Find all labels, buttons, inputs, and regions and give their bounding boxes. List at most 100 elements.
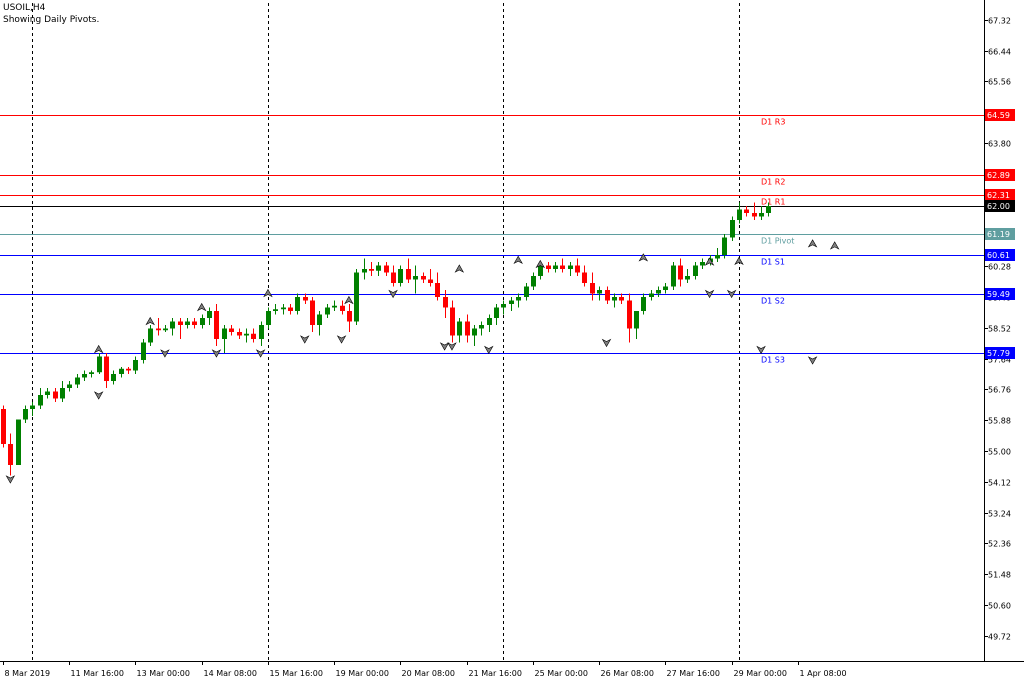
candle-body xyxy=(693,265,698,276)
candle-body xyxy=(185,321,190,325)
candle-body xyxy=(619,297,624,301)
candle-body xyxy=(435,283,440,297)
pivot-label: D1 R1 xyxy=(761,198,785,207)
fractal-up-arrow xyxy=(807,239,818,248)
x-tick-label: 1 Apr 08:00 xyxy=(800,669,847,678)
axes xyxy=(0,0,1024,662)
x-tick-label: 19 Mar 00:00 xyxy=(336,669,389,678)
candle-body xyxy=(700,262,705,266)
day-separators xyxy=(32,3,740,661)
candle-body xyxy=(634,311,639,329)
fractal-markers xyxy=(5,239,840,484)
price-tag-label: 60.61 xyxy=(987,251,1010,260)
candle-body xyxy=(104,356,109,381)
price-tag-label: 62.89 xyxy=(987,171,1010,180)
candle-body xyxy=(303,297,308,301)
candle-body xyxy=(192,321,197,325)
price-tag-box xyxy=(985,288,1015,300)
candle-body xyxy=(722,237,727,255)
price-tag-box xyxy=(985,109,1015,121)
candle-body xyxy=(663,286,668,290)
candle-body xyxy=(730,220,735,238)
candle-body xyxy=(222,328,227,339)
candle-body xyxy=(428,279,433,283)
x-tick-label: 21 Mar 16:00 xyxy=(469,669,522,678)
candle-body xyxy=(237,332,242,336)
y-tick-label: 52.36 xyxy=(988,540,1011,549)
fractal-down-arrow xyxy=(160,349,170,358)
candle-body xyxy=(126,368,131,371)
candle-body xyxy=(641,297,646,311)
fractal-down-arrow xyxy=(601,338,612,348)
candle-body xyxy=(23,409,28,420)
fractal-down-arrow xyxy=(704,289,715,299)
y-tick-label: 63.80 xyxy=(988,140,1011,149)
candle-body xyxy=(82,374,87,378)
x-tick-label: 14 Mar 08:00 xyxy=(204,669,257,678)
y-tick-label: 50.60 xyxy=(988,602,1011,611)
y-tick-label: 55.88 xyxy=(988,417,1011,426)
fractal-up-arrow xyxy=(513,255,523,264)
pivot-label: D1 Pivot xyxy=(761,237,794,246)
candle-body xyxy=(737,209,742,220)
y-tick-label: 51.48 xyxy=(988,571,1011,580)
candle-body xyxy=(251,333,256,339)
y-tick-label: 55.00 xyxy=(988,448,1011,457)
x-tick-label: 27 Mar 16:00 xyxy=(667,669,720,678)
fractal-down-arrow xyxy=(5,475,16,484)
candle-body xyxy=(376,265,381,271)
candles xyxy=(1,202,771,476)
x-tick-label: 29 Mar 00:00 xyxy=(734,669,787,678)
fractal-up-arrow xyxy=(196,302,207,312)
price-tag-box xyxy=(985,347,1015,359)
candle-body xyxy=(413,276,418,280)
y-tick-label: 57.64 xyxy=(988,356,1011,365)
candle-body xyxy=(156,328,161,331)
candle-body xyxy=(752,213,757,217)
candle-body xyxy=(450,307,455,336)
symbol-label: USOIL,H4 xyxy=(3,3,46,13)
candle-body xyxy=(141,342,146,360)
y-tick-label: 66.44 xyxy=(988,48,1011,57)
candle-body xyxy=(759,213,764,217)
price-tag-label: 61.19 xyxy=(987,230,1010,239)
fractal-down-arrow xyxy=(211,349,222,358)
fractal-up-arrow xyxy=(535,259,546,269)
candle-body xyxy=(627,300,632,329)
candle-body xyxy=(347,311,352,322)
x-tick-label: 8 Mar 2019 xyxy=(5,669,51,678)
candle-body xyxy=(60,388,65,399)
candle-body xyxy=(568,265,573,269)
candle-body xyxy=(443,297,448,308)
fractal-down-arrow xyxy=(484,345,494,355)
candle-body xyxy=(214,311,219,339)
candle-body xyxy=(560,265,565,269)
candle-body xyxy=(8,444,13,465)
candle-body xyxy=(582,272,587,283)
candle-body xyxy=(457,321,462,336)
pivot-label: D1 S2 xyxy=(761,297,785,306)
candle-body xyxy=(546,265,551,269)
candle-body xyxy=(715,255,720,259)
fractal-down-arrow xyxy=(807,356,818,365)
pivot-label: D1 R3 xyxy=(761,118,785,127)
candle-body xyxy=(671,265,676,287)
candle-body xyxy=(391,272,396,283)
candle-body xyxy=(649,293,654,297)
candle-body xyxy=(75,377,80,385)
fractal-up-arrow xyxy=(93,344,104,354)
y-tick-label: 49.72 xyxy=(988,633,1011,642)
candle-body xyxy=(89,372,94,374)
candle-body xyxy=(97,356,102,373)
fractal-down-arrow xyxy=(336,335,347,344)
y-tick-label: 53.24 xyxy=(988,510,1011,519)
candle-body xyxy=(288,307,293,311)
candle-body xyxy=(524,286,529,297)
candle-body xyxy=(605,290,610,301)
pivot-label: D1 R2 xyxy=(761,178,785,187)
fractal-up-arrow xyxy=(638,253,649,262)
fractal-up-arrow xyxy=(454,264,465,273)
fractal-down-arrow xyxy=(726,289,737,299)
candle-body xyxy=(259,325,264,339)
